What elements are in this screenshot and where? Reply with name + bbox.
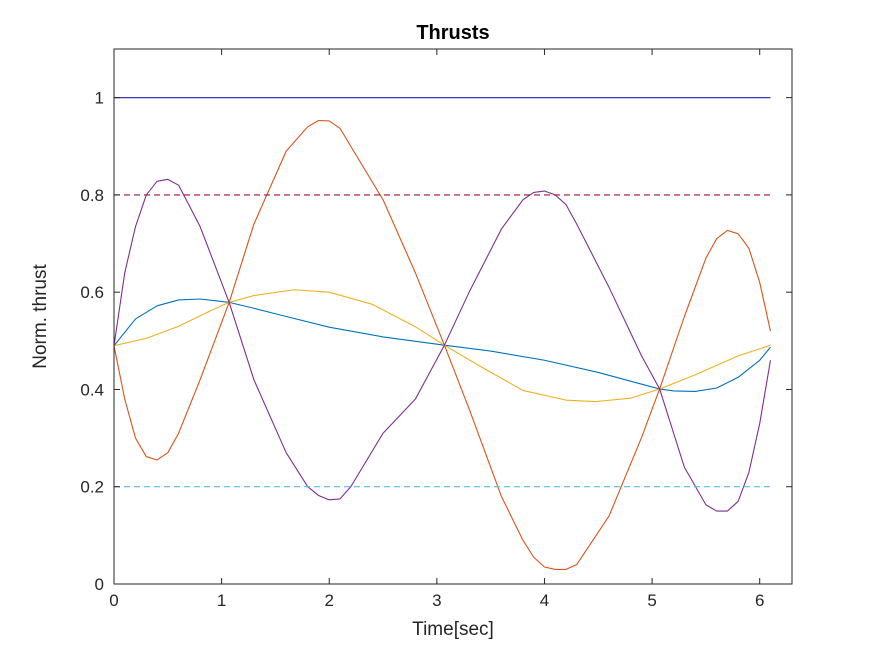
x-tick-label-4: 4 bbox=[540, 591, 549, 610]
x-axis-title: Time[sec] bbox=[412, 619, 494, 640]
chart-title: Thrusts bbox=[416, 22, 489, 44]
x-tick-label-6: 6 bbox=[755, 591, 764, 610]
y-axis-title: Norm. thrust bbox=[30, 264, 51, 369]
x-tick-label-1: 1 bbox=[217, 591, 226, 610]
y-tick-label-0: 0 bbox=[95, 575, 104, 594]
series-line-4 bbox=[113, 178, 772, 512]
y-tick-label-4: 0.8 bbox=[80, 186, 104, 205]
series-layer bbox=[113, 97, 772, 570]
plot-area bbox=[114, 49, 792, 584]
axes-box bbox=[113, 48, 793, 585]
x-tick-label-5: 5 bbox=[647, 591, 656, 610]
y-tick-label-3: 0.6 bbox=[80, 283, 104, 302]
y-tick-label-1: 0.2 bbox=[80, 478, 104, 497]
series-line-2 bbox=[113, 289, 771, 403]
y-tick-label-2: 0.4 bbox=[80, 380, 104, 399]
y-tick-label-5: 1 bbox=[95, 89, 104, 108]
series-line-3 bbox=[113, 119, 772, 570]
x-tick-label-3: 3 bbox=[432, 591, 441, 610]
x-tick-label-2: 2 bbox=[325, 591, 334, 610]
x-tick-label-0: 0 bbox=[109, 591, 118, 610]
axes-layer: 0 1 2 3 4 5 6 0 0.2 0.4 0.6 0.8 1 bbox=[80, 48, 793, 610]
